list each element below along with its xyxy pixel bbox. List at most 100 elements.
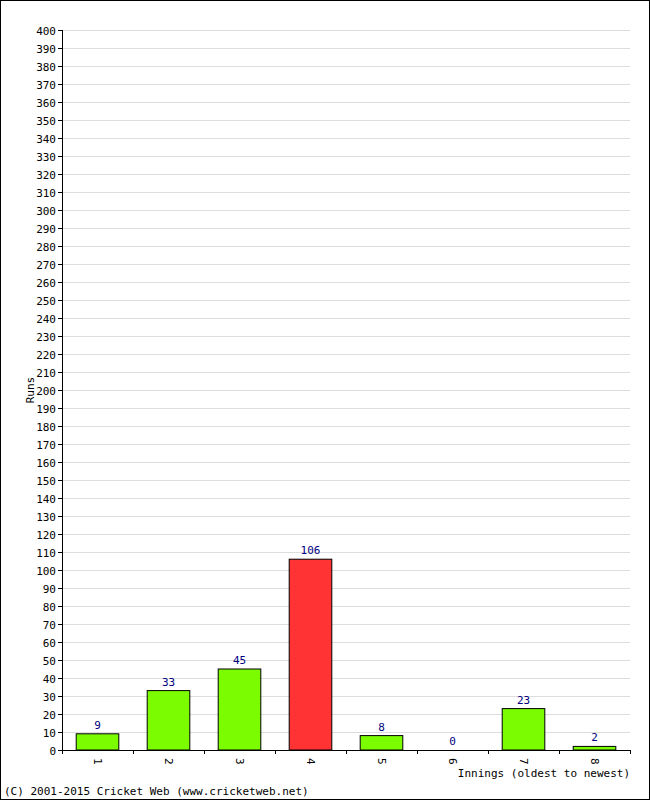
grid-line [62,228,630,229]
y-tick [58,696,62,697]
y-tick [58,480,62,481]
y-tick-label: 300 [36,205,56,218]
x-tick [62,750,63,754]
grid-line [62,642,630,643]
y-tick-label: 160 [36,457,56,470]
grid-line [62,552,630,553]
data-label: 45 [233,654,246,667]
y-tick-label: 230 [36,331,56,344]
bar [76,734,119,750]
y-tick [58,732,62,733]
data-label: 23 [517,694,530,707]
y-tick-label: 40 [43,673,56,686]
grid-line [62,390,630,391]
y-tick [58,264,62,265]
y-tick [58,66,62,67]
y-axis-label: Runs [24,377,37,404]
grid-line [62,192,630,193]
y-tick [58,300,62,301]
bar [573,746,616,750]
y-tick-label: 30 [43,691,56,704]
data-label: 0 [449,735,456,748]
y-tick [58,642,62,643]
x-tick-label: 4 [304,758,317,765]
x-tick [559,750,560,754]
grid-line [62,498,630,499]
y-tick-label: 50 [43,655,56,668]
y-tick [58,336,62,337]
y-tick-label: 280 [36,241,56,254]
y-tick [58,624,62,625]
y-tick-label: 0 [49,745,56,758]
x-tick [275,750,276,754]
x-tick-label: 6 [446,758,459,765]
chart: 0102030405060708090100110120130140150160… [0,0,650,800]
y-tick [58,174,62,175]
y-tick-label: 130 [36,511,56,524]
y-tick [58,462,62,463]
bar [218,669,261,750]
grid-line [62,678,630,679]
y-tick [58,30,62,31]
bar [289,559,332,750]
grid-line [62,354,630,355]
y-tick [58,282,62,283]
y-tick-label: 140 [36,493,56,506]
y-tick-label: 110 [36,547,56,560]
y-tick [58,156,62,157]
y-tick [58,534,62,535]
y-tick-label: 20 [43,709,56,722]
y-tick-label: 400 [36,25,56,38]
y-tick-label: 270 [36,259,56,272]
x-tick [488,750,489,754]
grid-line [62,588,630,589]
grid-line [62,426,630,427]
y-tick-label: 350 [36,115,56,128]
grid-line [62,102,630,103]
y-tick [58,714,62,715]
data-label: 2 [591,731,598,744]
y-tick-label: 60 [43,637,56,650]
x-tick [204,750,205,754]
y-tick [58,552,62,553]
y-tick-label: 250 [36,295,56,308]
x-tick [346,750,347,754]
grid-line [62,48,630,49]
y-tick [58,516,62,517]
y-tick [58,354,62,355]
y-tick [58,138,62,139]
y-tick-label: 390 [36,43,56,56]
y-tick-label: 120 [36,529,56,542]
bars [76,559,616,750]
grid-line [62,300,630,301]
y-tick-label: 260 [36,277,56,290]
grid-line [62,570,630,571]
data-label: 106 [301,544,321,557]
y-tick [58,678,62,679]
y-tick [58,426,62,427]
y-tick [58,750,62,751]
y-tick-label: 10 [43,727,56,740]
y-tick [58,48,62,49]
data-label: 8 [378,721,385,734]
y-tick-label: 80 [43,601,56,614]
x-tick-label: 2 [162,758,175,765]
y-tick-label: 190 [36,403,56,416]
x-tick-label: 1 [91,758,104,765]
grid-line [62,156,630,157]
y-tick [58,192,62,193]
grid-line [62,84,630,85]
bar [147,691,190,750]
y-tick [58,84,62,85]
y-tick [58,390,62,391]
grid-line [62,480,630,481]
x-axis-label: Innings (oldest to newest) [458,767,630,780]
x-tick-label: 5 [375,758,388,765]
y-tick [58,102,62,103]
grid-line [62,606,630,607]
y-axis [62,30,63,750]
grid-line [62,138,630,139]
grid-line [62,408,630,409]
y-tick [58,210,62,211]
x-tick [133,750,134,754]
